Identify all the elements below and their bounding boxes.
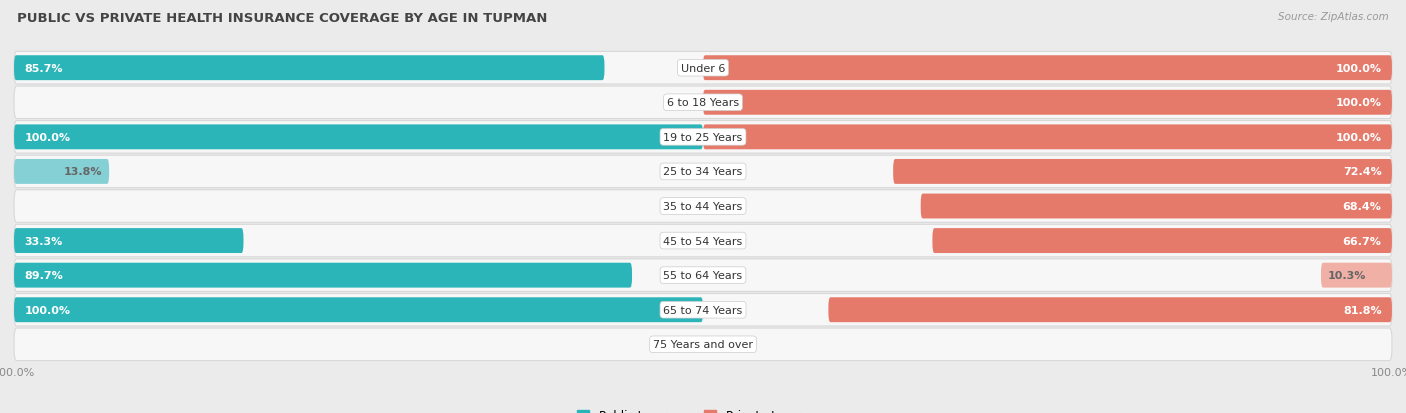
Text: 35 to 44 Years: 35 to 44 Years	[664, 202, 742, 211]
Text: 100.0%: 100.0%	[24, 305, 70, 315]
FancyBboxPatch shape	[14, 56, 605, 81]
Text: 25 to 34 Years: 25 to 34 Years	[664, 167, 742, 177]
Text: 100.0%: 100.0%	[1336, 133, 1382, 142]
Text: Under 6: Under 6	[681, 64, 725, 74]
Text: 81.8%: 81.8%	[1343, 305, 1382, 315]
FancyBboxPatch shape	[703, 125, 1392, 150]
FancyBboxPatch shape	[14, 52, 1392, 85]
Text: 13.8%: 13.8%	[63, 167, 103, 177]
FancyBboxPatch shape	[1322, 263, 1392, 288]
Text: 85.7%: 85.7%	[24, 64, 63, 74]
FancyBboxPatch shape	[14, 297, 703, 323]
Text: 89.7%: 89.7%	[24, 271, 63, 280]
FancyBboxPatch shape	[932, 228, 1392, 254]
FancyBboxPatch shape	[14, 159, 110, 185]
FancyBboxPatch shape	[14, 263, 633, 288]
Text: 100.0%: 100.0%	[1336, 98, 1382, 108]
Text: 19 to 25 Years: 19 to 25 Years	[664, 133, 742, 142]
Legend: Public Insurance, Private Insurance: Public Insurance, Private Insurance	[572, 404, 834, 413]
Text: 65 to 74 Years: 65 to 74 Years	[664, 305, 742, 315]
Text: 100.0%: 100.0%	[1336, 64, 1382, 74]
FancyBboxPatch shape	[14, 259, 1392, 292]
FancyBboxPatch shape	[921, 194, 1392, 219]
Text: 33.3%: 33.3%	[24, 236, 63, 246]
Text: PUBLIC VS PRIVATE HEALTH INSURANCE COVERAGE BY AGE IN TUPMAN: PUBLIC VS PRIVATE HEALTH INSURANCE COVER…	[17, 12, 547, 25]
FancyBboxPatch shape	[703, 56, 1392, 81]
Text: 55 to 64 Years: 55 to 64 Years	[664, 271, 742, 280]
FancyBboxPatch shape	[14, 328, 1392, 361]
FancyBboxPatch shape	[14, 294, 1392, 326]
FancyBboxPatch shape	[14, 228, 243, 254]
Text: 100.0%: 100.0%	[24, 133, 70, 142]
Text: 72.4%: 72.4%	[1343, 167, 1382, 177]
Text: 68.4%: 68.4%	[1343, 202, 1382, 211]
FancyBboxPatch shape	[14, 225, 1392, 257]
FancyBboxPatch shape	[14, 125, 703, 150]
FancyBboxPatch shape	[893, 159, 1392, 185]
Text: 75 Years and over: 75 Years and over	[652, 339, 754, 349]
FancyBboxPatch shape	[703, 90, 1392, 116]
FancyBboxPatch shape	[14, 190, 1392, 223]
Text: 45 to 54 Years: 45 to 54 Years	[664, 236, 742, 246]
FancyBboxPatch shape	[14, 87, 1392, 119]
Text: 66.7%: 66.7%	[1343, 236, 1382, 246]
Text: 10.3%: 10.3%	[1327, 271, 1367, 280]
FancyBboxPatch shape	[14, 156, 1392, 188]
Text: 6 to 18 Years: 6 to 18 Years	[666, 98, 740, 108]
FancyBboxPatch shape	[828, 297, 1392, 323]
Text: Source: ZipAtlas.com: Source: ZipAtlas.com	[1278, 12, 1389, 22]
FancyBboxPatch shape	[14, 121, 1392, 154]
